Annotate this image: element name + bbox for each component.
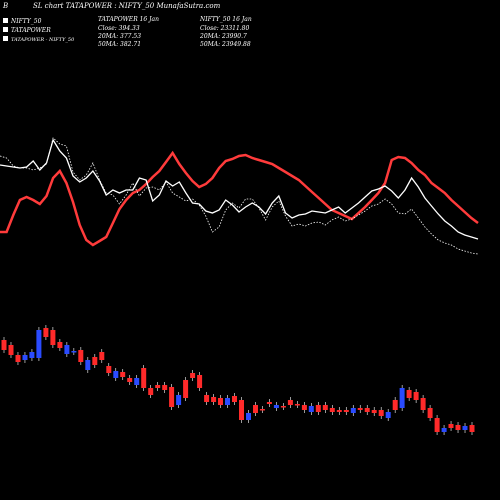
candle-body xyxy=(287,400,293,405)
candle-body xyxy=(253,405,258,413)
candle-body xyxy=(211,397,217,402)
candle-body xyxy=(57,342,63,348)
info-tatapower: TATAPOWER 16 Jan Close: 394.33 20MA: 377… xyxy=(97,16,159,48)
candle-body xyxy=(462,426,468,430)
candlestick-group xyxy=(1,325,475,435)
candle-body xyxy=(106,366,112,373)
candle-body xyxy=(357,408,363,410)
candle-body xyxy=(169,387,175,407)
candle-body xyxy=(183,380,189,398)
candle-body xyxy=(218,398,223,405)
candle-body xyxy=(225,398,230,405)
nifty-50ma: 50MA: 23949.88 xyxy=(200,41,251,48)
series-line-nifty-50 xyxy=(0,138,479,240)
candle-body xyxy=(29,352,35,358)
candle-body xyxy=(385,412,391,418)
candle-body xyxy=(301,405,307,410)
candle-body xyxy=(64,345,70,354)
tatapower-50ma: 50MA: 382.71 xyxy=(98,41,141,48)
candle-body xyxy=(8,345,14,355)
candle-body xyxy=(469,425,475,432)
legend-swatch-nifty xyxy=(3,18,8,23)
candle-body xyxy=(266,402,272,404)
candle-body xyxy=(441,428,447,432)
candle-body xyxy=(364,408,370,412)
legend-label-nifty: NIFTY_50 xyxy=(10,18,42,25)
candle-body xyxy=(434,418,440,432)
candle-body xyxy=(43,328,49,337)
candle-body xyxy=(134,378,140,385)
candle-body xyxy=(204,395,210,402)
legend-label-tatapower: TATAPOWER xyxy=(11,27,51,34)
legend-swatch-ratio xyxy=(3,36,8,41)
candle-body xyxy=(427,408,433,418)
chart-title: SL chart TATAPOWER : NIFTY_50 MunafaSutr… xyxy=(33,2,221,10)
candle-body xyxy=(406,390,412,398)
candle-body xyxy=(15,355,21,362)
candle-body xyxy=(322,405,328,410)
candle-body xyxy=(22,355,28,360)
candle-body xyxy=(120,372,126,377)
candle-body xyxy=(190,373,196,378)
series-line-tatapower xyxy=(0,150,479,247)
candle-body xyxy=(148,388,154,395)
chart-letter: B xyxy=(2,2,8,10)
candle-body xyxy=(315,405,321,412)
candle-body xyxy=(162,385,168,390)
candle-body xyxy=(78,350,84,362)
legend-swatch-tatapower xyxy=(3,27,8,32)
candle-body xyxy=(113,371,119,378)
series-line-tatapower-nifty-50 xyxy=(0,137,479,255)
candle-body xyxy=(92,357,98,365)
legend: NIFTY_50 TATAPOWER TATAPOWER - NIFTY_50 xyxy=(3,18,75,43)
candle-body xyxy=(399,388,405,408)
candle-body xyxy=(99,352,105,360)
line-series-group xyxy=(0,137,479,255)
candle-body xyxy=(392,400,398,410)
candle-body xyxy=(455,425,461,430)
info-nifty: NIFTY_50 16 Jan Close: 23311.80 20MA: 23… xyxy=(199,16,252,48)
candle-body xyxy=(197,375,203,388)
tatapower-20ma: 20MA: 377.53 xyxy=(97,33,141,40)
candle-body xyxy=(378,410,384,416)
candle-body xyxy=(448,424,454,428)
candle-body xyxy=(141,368,147,388)
candle-body xyxy=(336,410,342,412)
candle-body xyxy=(246,413,251,420)
candle-body xyxy=(232,396,237,402)
candle-body xyxy=(280,406,286,408)
nifty-close: Close: 23311.80 xyxy=(200,25,249,32)
candle-body xyxy=(71,351,77,353)
candle-body xyxy=(329,408,335,412)
candle-body xyxy=(371,410,377,413)
tatapower-close: Close: 394.33 xyxy=(98,25,140,32)
candle-body xyxy=(259,409,265,411)
candle-body xyxy=(273,405,279,408)
candle-body xyxy=(343,410,349,412)
candle-body xyxy=(1,340,7,350)
candle-body xyxy=(420,398,426,410)
candle-body xyxy=(85,360,91,370)
candle-body xyxy=(308,406,314,412)
candle-body xyxy=(413,392,419,400)
candle-body xyxy=(50,330,56,345)
candle-body xyxy=(294,404,300,406)
tatapower-date: TATAPOWER 16 Jan xyxy=(98,16,159,23)
nifty-20ma: 20MA: 23990.7 xyxy=(199,33,247,40)
candle-body xyxy=(350,408,356,413)
legend-label-ratio: TATAPOWER - NIFTY_50 xyxy=(11,37,75,43)
nifty-date: NIFTY_50 16 Jan xyxy=(199,16,252,23)
candle-body xyxy=(239,400,244,420)
candle-body xyxy=(176,395,182,405)
candle-body xyxy=(155,385,161,388)
candle-body xyxy=(127,378,133,382)
candle-body xyxy=(36,330,42,358)
